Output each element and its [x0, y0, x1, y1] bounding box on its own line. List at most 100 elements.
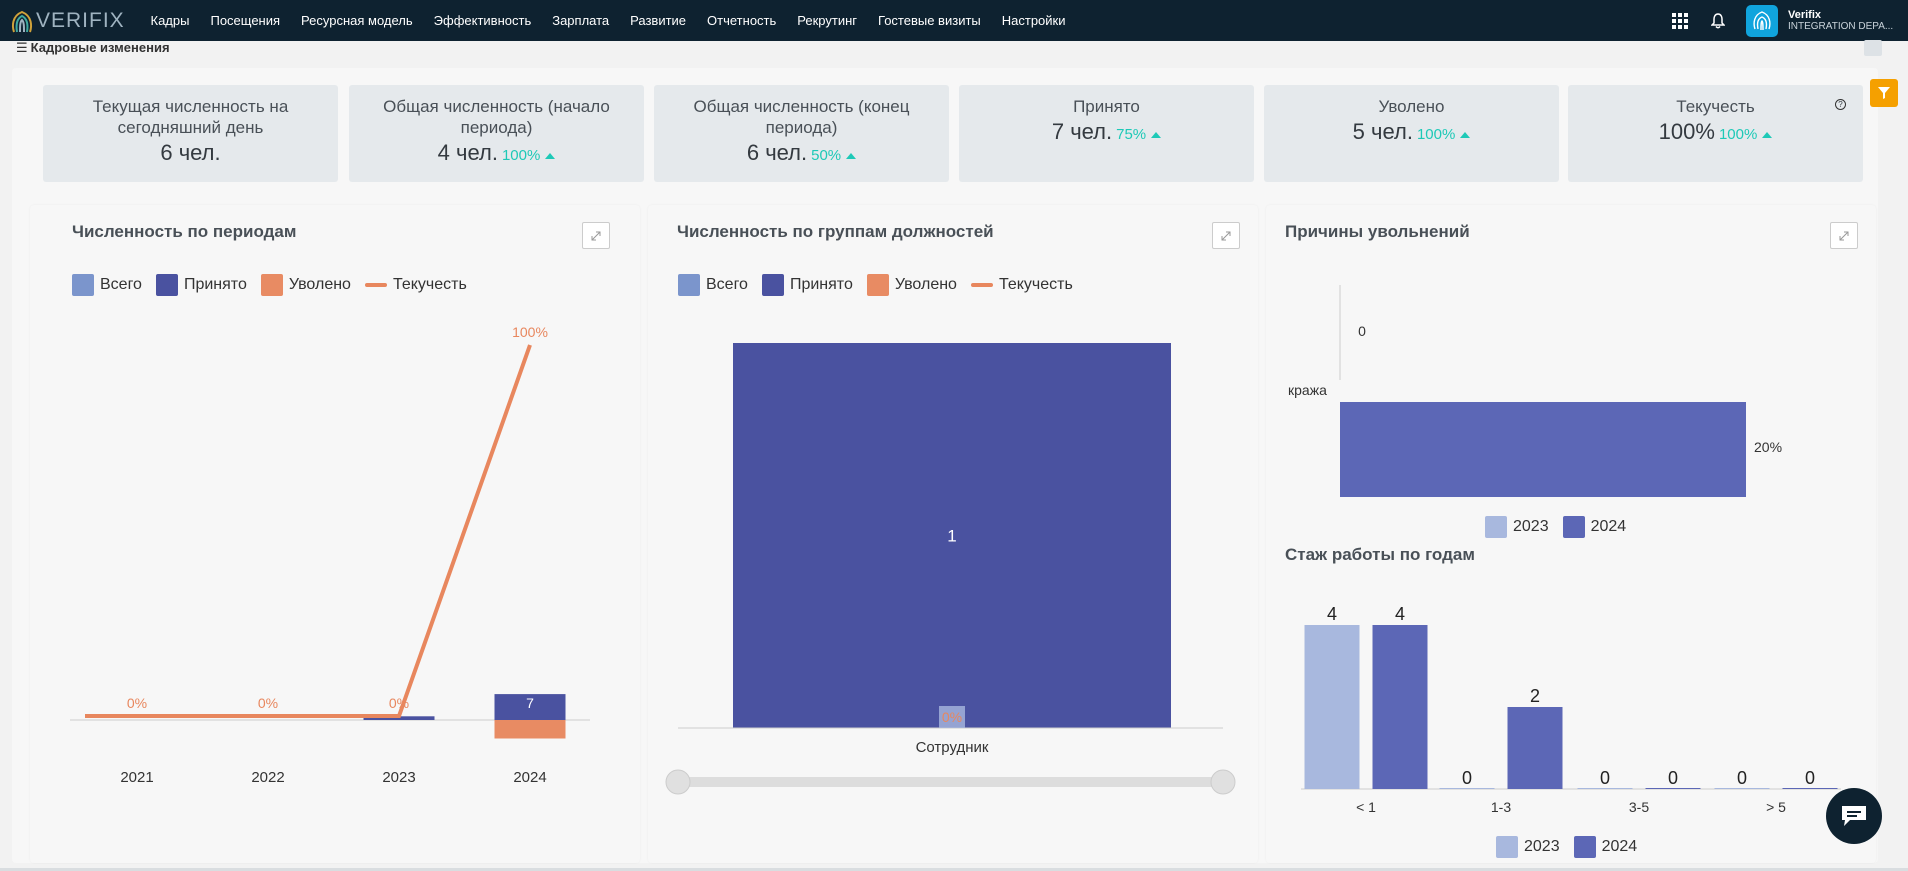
range-slider-track: [678, 777, 1223, 787]
chart-legend: Всего Принято Уволено Текучесть: [72, 274, 481, 296]
chat-icon[interactable]: [1826, 788, 1882, 844]
bar-2024: [1372, 625, 1428, 789]
kpi-value: 7 чел.: [1051, 119, 1113, 144]
kpi-title: Текучесть: [1676, 97, 1755, 116]
x-tick-label: 2023: [382, 769, 415, 786]
up-arrow-icon: [545, 152, 556, 159]
grid-icon[interactable]: [1670, 11, 1690, 31]
nav-item-staff[interactable]: Кадры: [150, 13, 190, 28]
data-label: 1: [947, 527, 956, 546]
nav-item-development[interactable]: Развитие: [630, 13, 687, 28]
kpi-value: 6 чел.: [746, 140, 808, 165]
panel-title: Стаж работы по годам: [1285, 545, 1475, 564]
page-title: ☰ Кадровые изменения: [16, 40, 170, 56]
page-bottom-border: [0, 868, 1908, 871]
x-tick-label: < 1: [1356, 799, 1376, 815]
data-label: 4: [1395, 604, 1405, 624]
data-label: 0: [1737, 768, 1747, 788]
nav-item-attendance[interactable]: Посещения: [210, 13, 281, 28]
kpi-percent: 100%: [1416, 126, 1456, 143]
page-title-text: Кадровые изменения: [30, 40, 170, 55]
data-label: 0: [1805, 768, 1815, 788]
fingerprint-icon[interactable]: [1746, 4, 1778, 37]
legend-item-fired[interactable]: Уволено: [260, 274, 351, 296]
kpi-headcount-start: Общая численность (начало периода) 4 чел…: [349, 85, 644, 182]
reasons-chart: кража 0 20%: [1288, 285, 1782, 497]
menu-icon[interactable]: ☰: [16, 40, 28, 55]
filter-icon[interactable]: [1870, 79, 1898, 107]
kpi-title: Общая численность (начало периода): [383, 97, 610, 137]
bar-2024: [1645, 788, 1701, 789]
nav-item-recruiting[interactable]: Рекрутинг: [797, 13, 858, 28]
turnover-label: 100%: [512, 324, 548, 340]
y-tick-label: кража: [1288, 382, 1327, 398]
x-tick-label: > 5: [1766, 799, 1786, 815]
panel-title: Численность по группам должностей: [677, 222, 994, 241]
nav-item-salary[interactable]: Зарплата: [552, 13, 610, 28]
nav-item-reports[interactable]: Отчетность: [707, 13, 777, 28]
layout-icon[interactable]: [1864, 40, 1882, 56]
kpi-percent: 50%: [811, 147, 842, 164]
nav-item-resource-model[interactable]: Ресурсная модель: [301, 13, 413, 28]
nav-item-efficiency[interactable]: Эффективность: [433, 13, 532, 28]
up-arrow-icon: [1151, 131, 1162, 138]
question-icon[interactable]: ?: [1835, 99, 1846, 110]
groups-chart: 1 0% Сотрудник: [665, 343, 1236, 795]
legend-item-2024[interactable]: 2024: [1573, 836, 1637, 858]
x-tick-label: 1-3: [1491, 799, 1511, 815]
periods-chart: 2021 2022 2023 2024 7 0% 0% 0% 100%: [70, 324, 590, 786]
data-label: 0: [1668, 768, 1678, 788]
nav-item-settings[interactable]: Настройки: [1001, 13, 1066, 28]
legend-item-hired[interactable]: Принято: [761, 274, 853, 296]
x-tick-label: 2022: [251, 769, 284, 786]
chart-legend: Всего Принято Уволено Текучесть: [678, 274, 1087, 296]
panel-title: Численность по периодам: [72, 222, 297, 241]
bar-2023: [1577, 788, 1633, 789]
bar-2024: [1340, 402, 1746, 497]
bar-fired: [494, 720, 566, 739]
turnover-label: 0%: [389, 695, 409, 711]
kpi-hired: Принято 7 чел. 75%: [959, 85, 1254, 182]
up-arrow-icon: [1460, 131, 1471, 138]
x-tick-label: 3-5: [1629, 799, 1649, 815]
kpi-headcount-end: Общая численность (конец периода) 6 чел.…: [654, 85, 949, 182]
chart-legend: 2023 2024: [1485, 516, 1640, 538]
bar-2023: [1714, 788, 1770, 789]
legend-item-fired[interactable]: Уволено: [866, 274, 957, 296]
kpi-value: 100%: [1658, 119, 1715, 144]
x-tick-label: Сотрудник: [916, 739, 989, 756]
legend-item-total[interactable]: Всего: [72, 274, 142, 296]
expand-icon[interactable]: [582, 222, 610, 249]
kpi-title: Уволено: [1378, 97, 1445, 116]
bell-icon[interactable]: [1708, 11, 1728, 31]
expand-icon[interactable]: [1212, 222, 1240, 249]
kpi-turnover: Текучесть 100% 100% ?: [1568, 85, 1863, 182]
data-label: 0: [1358, 323, 1366, 339]
expand-icon[interactable]: [1830, 222, 1858, 249]
turnover-label: 0%: [942, 709, 962, 725]
chart-legend: 2023 2024: [1496, 836, 1651, 858]
user-menu[interactable]: Verifix INTEGRATION DEPA...: [1788, 9, 1900, 32]
logo-fingerprint-icon: [12, 10, 32, 32]
legend-item-2024[interactable]: 2024: [1562, 516, 1626, 538]
kpi-value: 5 чел.: [1352, 119, 1413, 144]
range-slider-handle-right: [1210, 769, 1236, 795]
data-label: 7: [526, 695, 534, 711]
kpi-title: Общая численность (конец периода): [693, 97, 910, 137]
nav-item-guest-visits[interactable]: Гостевые визиты: [878, 13, 981, 28]
kpi-percent: 100%: [1718, 126, 1758, 143]
data-label: 0: [1600, 768, 1610, 788]
kpi-title: Принято: [1073, 97, 1140, 116]
bar-hired: [363, 716, 435, 720]
legend-item-2023[interactable]: 2023: [1485, 516, 1549, 538]
data-label: 4: [1327, 604, 1337, 624]
legend-item-turnover[interactable]: Текучесть: [970, 276, 1073, 294]
data-label: 0: [1462, 768, 1472, 788]
bar-2024: [1507, 707, 1563, 789]
legend-item-turnover[interactable]: Текучесть: [364, 276, 467, 294]
legend-item-hired[interactable]: Принято: [155, 274, 247, 296]
brand-logo[interactable]: VERIFIX: [10, 6, 132, 36]
legend-item-2023[interactable]: 2023: [1496, 836, 1560, 858]
legend-item-total[interactable]: Всего: [678, 274, 748, 296]
range-slider-handle-left: [665, 769, 691, 795]
